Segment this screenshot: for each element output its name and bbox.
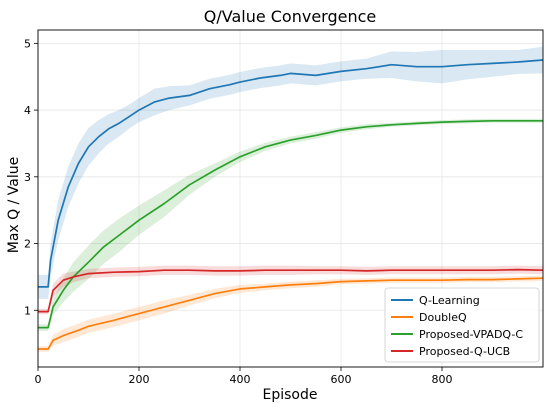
y-axis-ticks: 1 2 3 4 5 [24, 37, 38, 317]
y-axis-label: Max Q / Value [6, 157, 22, 253]
chart-title: Q/Value Convergence [204, 7, 377, 26]
band-q-learning [38, 46, 543, 299]
y-tick-label: 5 [24, 37, 31, 50]
legend-label: Proposed-Q-UCB [419, 345, 510, 358]
line-doubleq [38, 277, 544, 350]
legend-label: Q-Learning [419, 294, 480, 307]
y-tick-label: 3 [24, 171, 31, 184]
grid [37, 30, 543, 367]
x-tick-label: 400 [230, 373, 251, 386]
line-proposed-q-ucb [38, 268, 544, 313]
y-tick-label: 4 [24, 104, 31, 117]
y-tick-label: 2 [24, 238, 31, 251]
legend-label: Proposed-VPADQ-C [419, 328, 523, 341]
x-axis-label: Episode [263, 387, 318, 403]
plot-frame [37, 29, 544, 368]
y-tick-label: 1 [24, 304, 31, 317]
x-tick-label: 0 [35, 373, 42, 386]
legend-label: DoubleQ [419, 311, 467, 324]
x-axis-ticks: 0 200 400 600 800 [35, 367, 453, 386]
series-lines [38, 59, 544, 350]
legend: Q-Learning DoubleQ Proposed-VPADQ-C Propose… [384, 287, 540, 363]
x-tick-label: 200 [129, 373, 150, 386]
x-tick-label: 600 [331, 373, 352, 386]
band-proposed-vpadq-c [38, 118, 543, 331]
x-tick-label: 800 [432, 373, 453, 386]
legend-box [384, 287, 540, 363]
line-q-learning [38, 59, 544, 288]
